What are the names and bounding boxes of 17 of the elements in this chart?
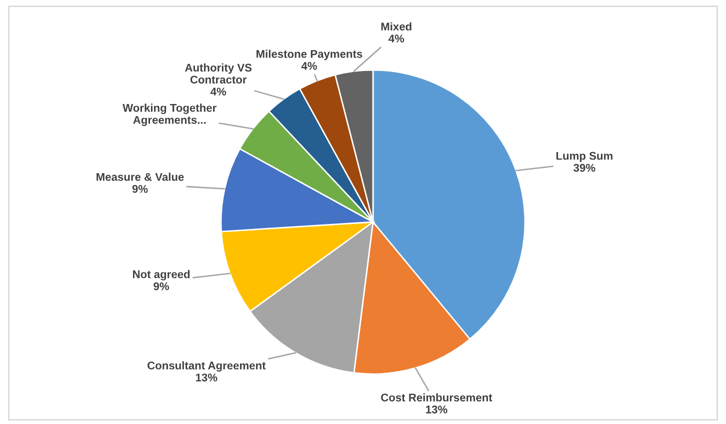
- slice-label: Working Together Agreements...: [122, 104, 216, 126]
- data-label: 39%: [574, 164, 596, 172]
- data-label: 13%: [196, 374, 218, 382]
- slice-label: Authority VS Contractor: [185, 63, 252, 84]
- slice-label: Consultant Agreement: [148, 361, 266, 372]
- slice-label: Cost Reimbursement: [381, 393, 492, 402]
- data-label: 4%: [301, 62, 317, 70]
- slice-label: Milestone Payments: [256, 50, 362, 60]
- data-label: 13%: [426, 406, 448, 414]
- data-label: 4%: [210, 88, 226, 96]
- data-label: 4%: [388, 34, 404, 42]
- slice-label: Measure & Value: [96, 172, 184, 181]
- slice-label: Not agreed: [133, 270, 190, 280]
- data-label: 9%: [132, 184, 148, 193]
- data-label: 9%: [154, 282, 170, 290]
- slice-label: Mixed: [381, 22, 412, 30]
- slice-label: Lump Sum: [556, 152, 612, 162]
